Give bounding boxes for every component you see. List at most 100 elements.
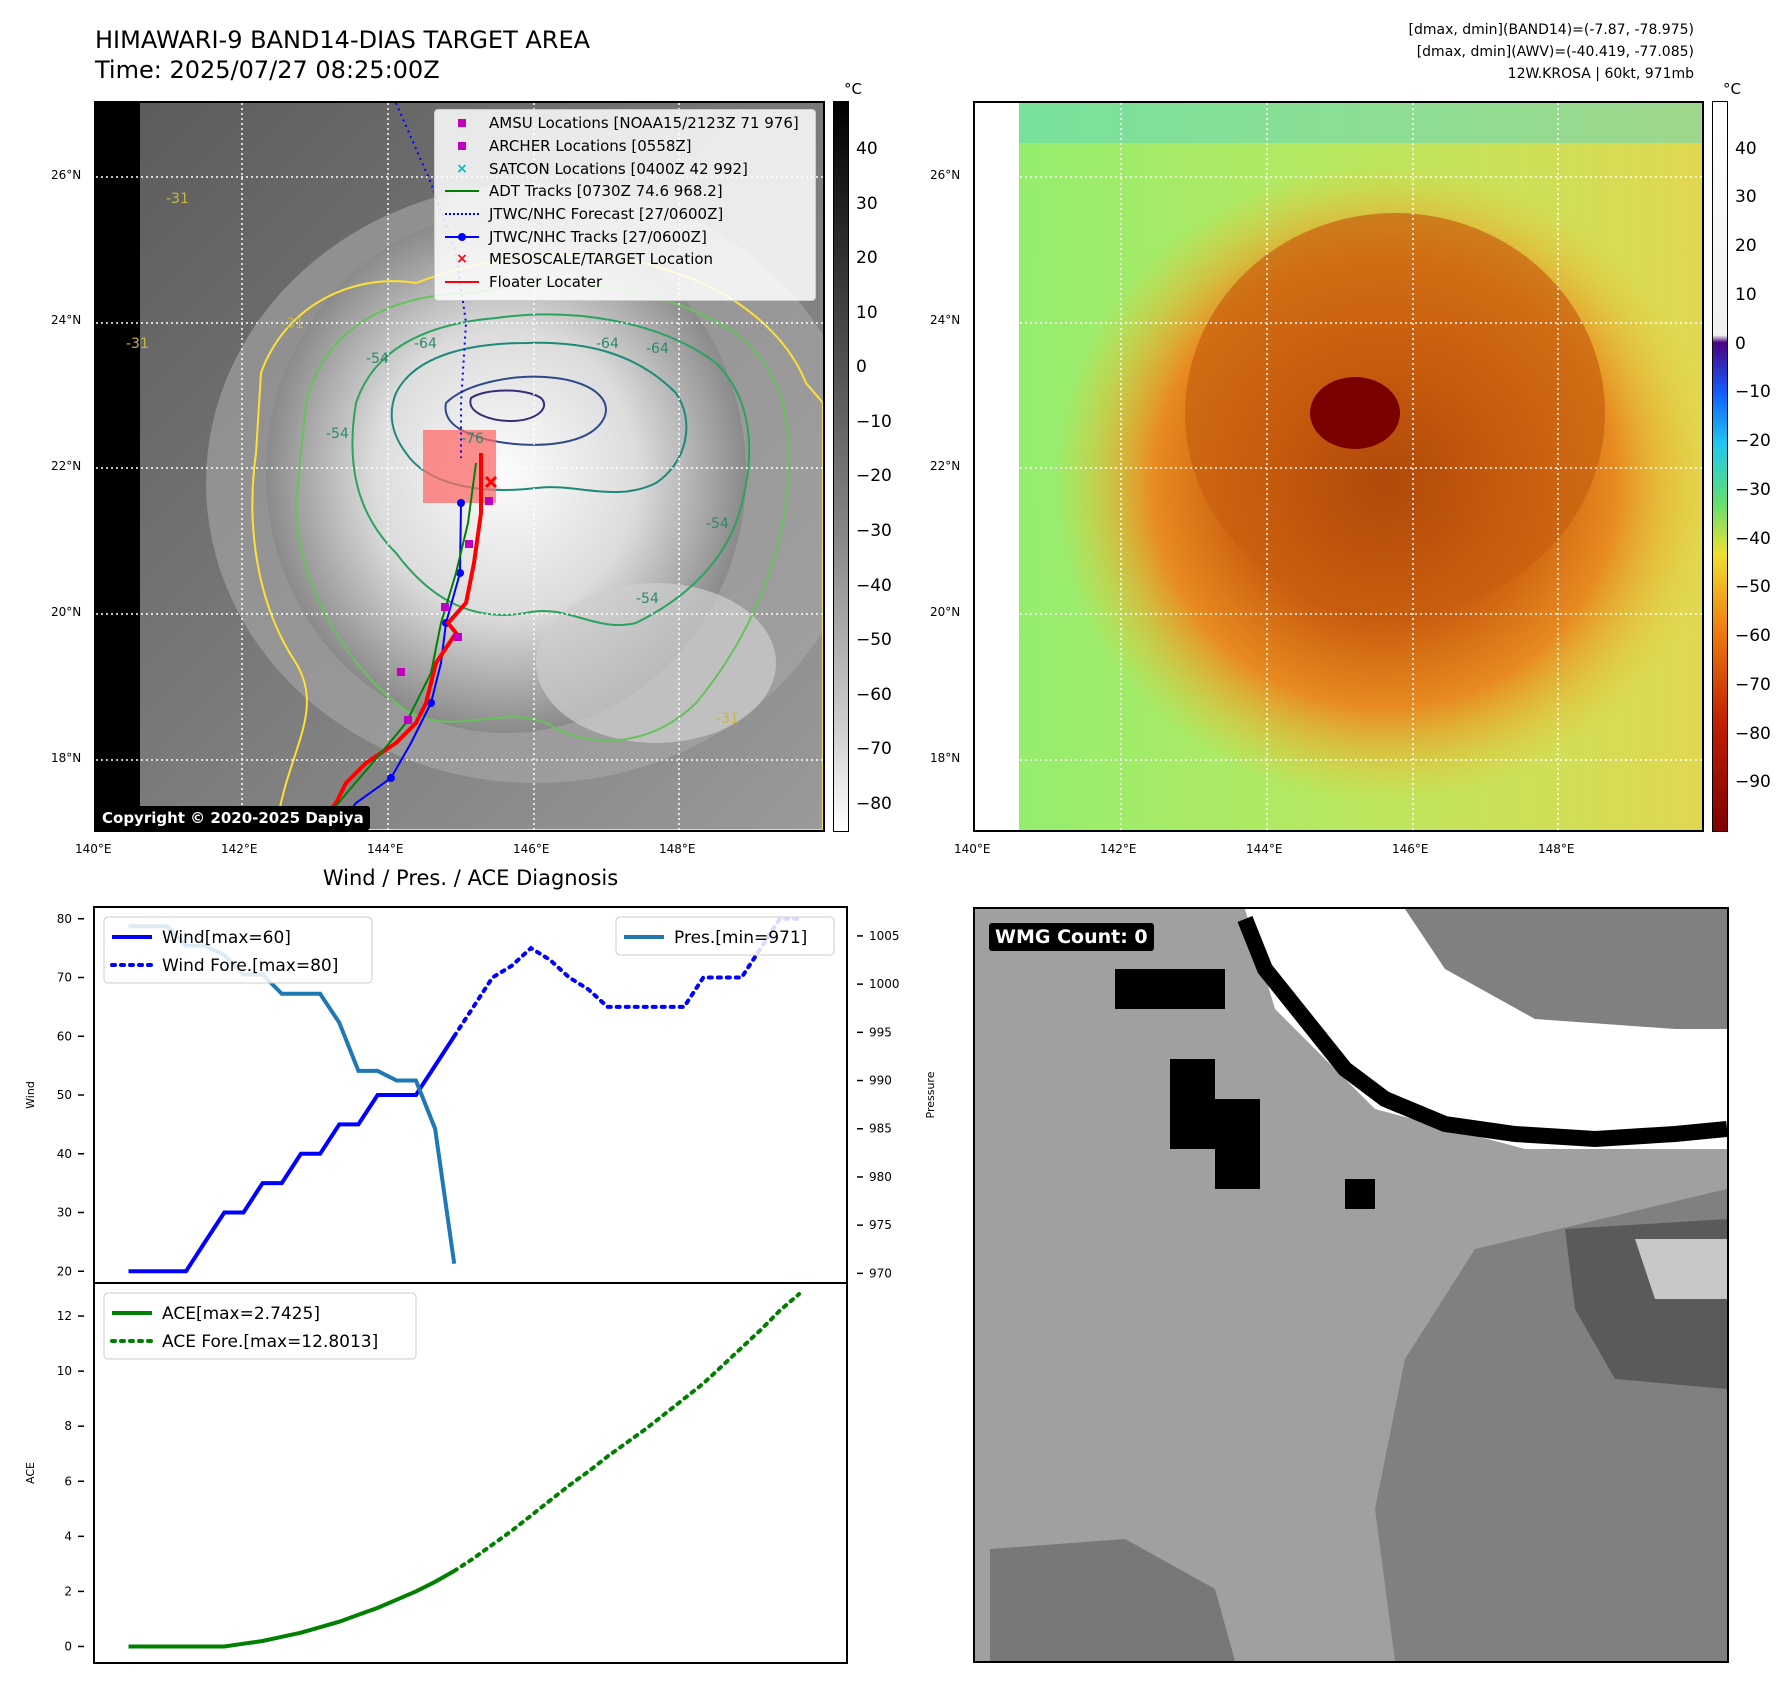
lon-tick: 144°E xyxy=(1246,842,1283,856)
ace-tick: 6 xyxy=(64,1474,72,1488)
ace-axes-frame xyxy=(93,1282,848,1664)
copyright-badge: Copyright © 2020-2025 Dapiya xyxy=(96,806,370,830)
colorbar-tick: −30 xyxy=(1735,479,1771,500)
pressure-legend-label: Pres.[min=971] xyxy=(674,928,807,948)
lat-tick: 22°N xyxy=(930,459,961,473)
colorbar-tick: 10 xyxy=(1735,284,1757,305)
wind-tick: 30 xyxy=(57,1206,72,1220)
contour-label: -31 xyxy=(126,336,149,352)
wv-map-panel xyxy=(973,101,1704,832)
lat-tick: 20°N xyxy=(930,605,961,619)
wind-legend-label: Wind Fore.[max=80] xyxy=(162,956,338,976)
colorbar-tick: −90 xyxy=(1735,772,1771,793)
colorbar-tick: 20 xyxy=(856,248,878,269)
figure-title-line2: Time: 2025/07/27 08:25:00Z xyxy=(95,56,440,84)
info-line1: [dmax, dmin](BAND14)=(-7.87, -78.975) xyxy=(1408,22,1695,38)
line-dot-icon xyxy=(441,229,483,245)
x-marker-icon: × xyxy=(456,251,468,268)
lon-tick: 146°E xyxy=(1392,842,1429,856)
square-marker-icon xyxy=(441,115,483,131)
info-line2: [dmax, dmin](AWV)=(-40.419, -77.085) xyxy=(1416,44,1694,60)
colorbar-tick: −50 xyxy=(1735,577,1771,598)
contour-label: -54 xyxy=(326,426,349,442)
colorbar-tick: −70 xyxy=(856,739,892,760)
pressure-legend xyxy=(615,916,835,956)
colorbar-tick: −60 xyxy=(1735,626,1771,647)
lon-tick: 146°E xyxy=(513,842,550,856)
pressure-axis-label: Pressure xyxy=(924,1071,937,1118)
legend-item-forecast: JTWC/NHC Forecast [27/0600Z] xyxy=(441,203,809,226)
pressure-tick: 990 xyxy=(869,1074,892,1088)
wind-tick: 60 xyxy=(57,1029,72,1043)
contour-label: -31 xyxy=(281,316,304,332)
square-marker-icon xyxy=(441,138,483,154)
wind-tick: 50 xyxy=(57,1088,72,1102)
colorbar-tick: −10 xyxy=(1735,382,1771,403)
x-marker-icon: × xyxy=(456,160,468,177)
pressure-tick: 1000 xyxy=(869,977,900,991)
colorbar-tick: 30 xyxy=(856,193,878,214)
lon-tick: 144°E xyxy=(367,842,404,856)
ace-forecast-line xyxy=(452,1292,802,1573)
contour-label: -76 xyxy=(461,431,484,447)
wind-tick: 80 xyxy=(57,912,72,926)
line-icon xyxy=(441,183,483,199)
contour-label: -54 xyxy=(636,591,659,607)
wind-tick: 20 xyxy=(57,1264,72,1278)
colorbar-tick: −40 xyxy=(1735,528,1771,549)
colorbar-tick: 10 xyxy=(856,302,878,323)
dotted-line-icon xyxy=(441,206,483,222)
lon-tick: 148°E xyxy=(659,842,696,856)
contour-label: -31 xyxy=(716,711,739,727)
ace-legend-label: ACE Fore.[max=12.8013] xyxy=(162,1332,378,1352)
diagnosis-chart: 8070605040302010051000995990985980975970… xyxy=(24,906,937,1664)
wv-colorbar xyxy=(1712,101,1728,832)
lat-tick: 26°N xyxy=(930,168,961,182)
colorbar-tick: −50 xyxy=(856,630,892,651)
wv-colorbar-unit: °C xyxy=(1723,80,1741,98)
pressure-tick: 985 xyxy=(869,1122,892,1136)
wind-tick: 70 xyxy=(57,971,72,985)
legend-item-floater: Floater Locater xyxy=(441,271,809,294)
lat-tick: 20°N xyxy=(51,605,82,619)
wind-forecast-line xyxy=(452,916,802,1039)
colorbar-tick: −20 xyxy=(856,466,892,487)
colorbar-tick: 30 xyxy=(1735,187,1757,208)
lat-tick: 18°N xyxy=(51,751,82,765)
lon-tick: 142°E xyxy=(1100,842,1137,856)
ir-colorbar xyxy=(833,101,849,832)
ace-axis-label: ACE xyxy=(24,1462,37,1484)
contour-label: -54 xyxy=(706,516,729,532)
contour-label: -64 xyxy=(646,341,669,357)
legend-item-adt: ADT Tracks [0730Z 74.6 968.2] xyxy=(441,180,809,203)
contour-label: -64 xyxy=(414,336,437,352)
ace-tick: 0 xyxy=(64,1639,72,1653)
wmg-count-badge: WMG Count: 0 xyxy=(989,923,1154,951)
colorbar-tick: −80 xyxy=(856,793,892,814)
wind-tick: 40 xyxy=(57,1147,72,1161)
wind-line xyxy=(128,1035,456,1274)
pressure-tick: 980 xyxy=(869,1170,892,1184)
colorbar-tick: −30 xyxy=(856,520,892,541)
legend-item-target: × MESOSCALE/TARGET Location xyxy=(441,248,809,271)
figure-title-line1: HIMAWARI-9 BAND14-DIAS TARGET AREA xyxy=(95,26,591,54)
legend-item-archer: ARCHER Locations [0558Z] xyxy=(441,135,809,158)
colorbar-tick: −20 xyxy=(1735,431,1771,452)
ace-tick: 12 xyxy=(57,1309,72,1323)
colorbar-tick: −80 xyxy=(1735,723,1771,744)
pressure-tick: 970 xyxy=(869,1266,892,1280)
lon-tick: 142°E xyxy=(221,842,258,856)
colorbar-tick: −40 xyxy=(856,575,892,596)
ace-legend xyxy=(103,1292,417,1360)
pressure-tick: 1005 xyxy=(869,929,900,943)
info-line3: 12W.KROSA | 60kt, 971mb xyxy=(1507,66,1694,82)
lat-tick: 24°N xyxy=(930,313,961,327)
colorbar-tick: 0 xyxy=(1735,333,1746,354)
wmg-panel: WMG Count: 0 xyxy=(973,907,1729,1663)
legend-item-amsu: AMSU Locations [NOAA15/2123Z 71 976] xyxy=(441,112,809,135)
lon-tick: 140°E xyxy=(954,842,991,856)
lat-tick: 26°N xyxy=(51,168,82,182)
colorbar-tick: 40 xyxy=(856,139,878,160)
ir-colorbar-unit: °C xyxy=(844,80,862,98)
line-icon xyxy=(441,274,483,290)
